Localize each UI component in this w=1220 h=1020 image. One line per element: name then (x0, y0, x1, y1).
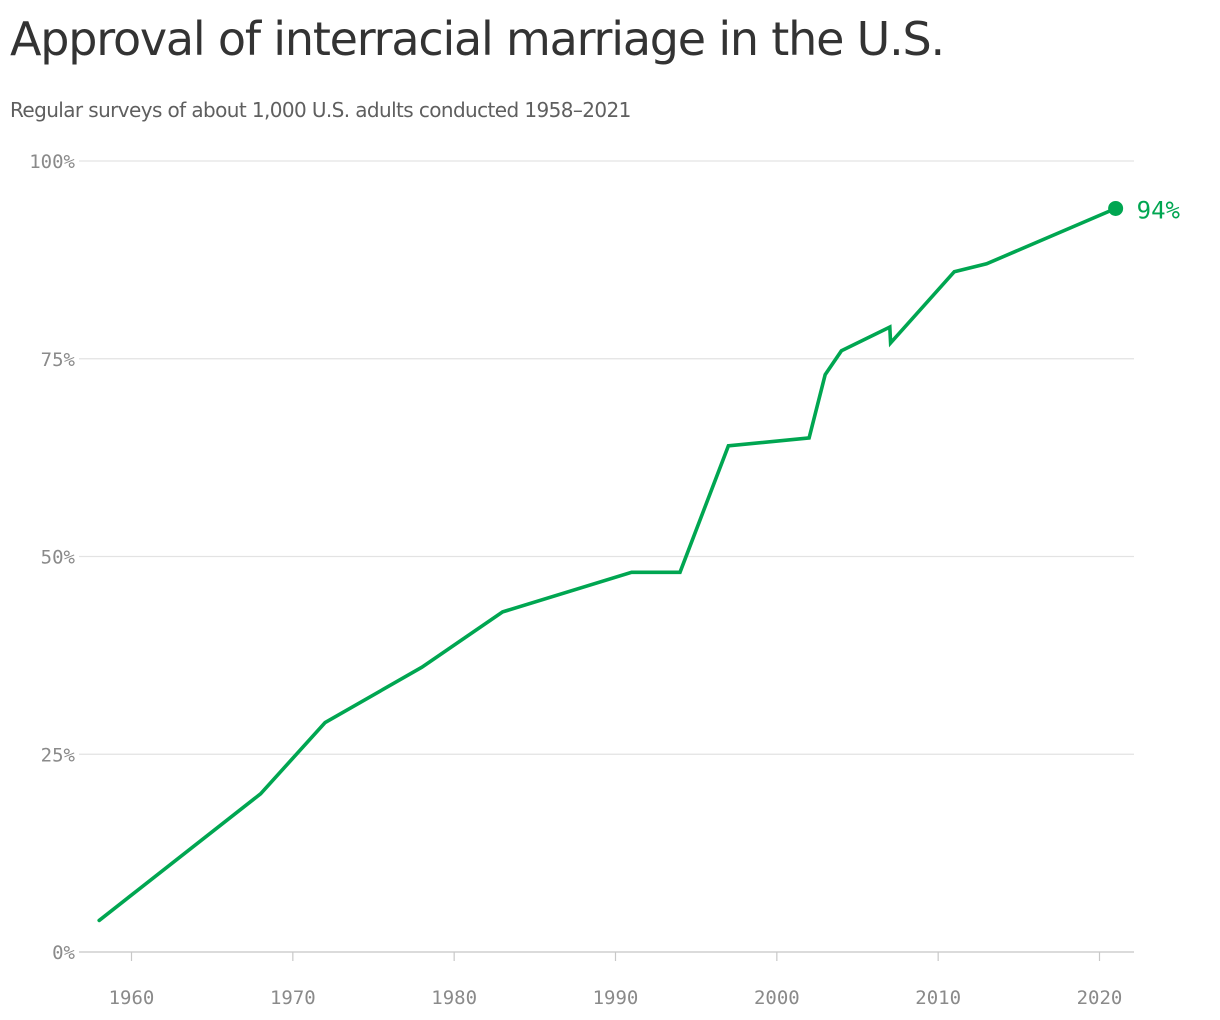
gridlines (79, 160, 1134, 953)
chart-title: Approval of interracial marriage in the … (10, 12, 945, 66)
series-layer: 94% (97, 196, 1181, 923)
x-tick-label: 2010 (915, 987, 961, 1009)
x-tick-label: 1980 (431, 987, 477, 1009)
x-tick-label: 1960 (109, 987, 155, 1009)
end-point-marker (1108, 200, 1124, 216)
x-axis: 1960 1970 1980 1990 2000 2010 2020 (109, 952, 1123, 1009)
series-line (97, 206, 1118, 923)
y-tick-label: 0% (52, 942, 75, 964)
y-axis-tick-labels: 0% 25% 50% 75% 100% (29, 151, 75, 964)
x-tick-label: 1990 (593, 987, 639, 1009)
x-tick-label: 2000 (754, 987, 800, 1009)
y-tick-label: 100% (29, 151, 75, 173)
end-value-label: 94% (1137, 196, 1181, 224)
x-tick-label: 1970 (270, 987, 316, 1009)
y-tick-label: 75% (41, 349, 76, 371)
x-tick-label: 2020 (1077, 987, 1123, 1009)
y-tick-label: 50% (41, 547, 76, 569)
chart-subtitle: Regular surveys of about 1,000 U.S. adul… (10, 98, 631, 122)
y-tick-label: 25% (41, 744, 76, 766)
